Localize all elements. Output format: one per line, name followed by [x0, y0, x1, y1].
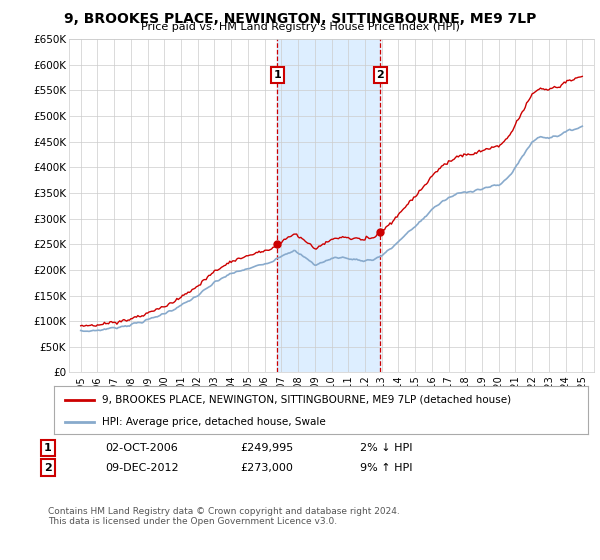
HPI: Average price, detached house, Swale: (2e+03, 7.99e+04): Average price, detached house, Swale: (2… [85, 328, 92, 335]
Text: 9% ↑ HPI: 9% ↑ HPI [360, 463, 413, 473]
Text: 1: 1 [44, 443, 52, 453]
Text: 1: 1 [273, 70, 281, 80]
Text: 02-OCT-2006: 02-OCT-2006 [105, 443, 178, 453]
Text: HPI: Average price, detached house, Swale: HPI: Average price, detached house, Swal… [102, 417, 326, 427]
Text: 9, BROOKES PLACE, NEWINGTON, SITTINGBOURNE, ME9 7LP: 9, BROOKES PLACE, NEWINGTON, SITTINGBOUR… [64, 12, 536, 26]
HPI: Average price, detached house, Swale: (2.01e+03, 2.32e+05): Average price, detached house, Swale: (2… [381, 250, 388, 256]
HPI: Average price, detached house, Swale: (2.01e+03, 2.2e+05): Average price, detached house, Swale: (2… [364, 256, 371, 263]
9, BROOKES PLACE, NEWINGTON, SITTINGBOURNE, ME9 7LP (detached house) [578, 73, 586, 80]
Text: Price paid vs. HM Land Registry's House Price Index (HPI): Price paid vs. HM Land Registry's House … [140, 22, 460, 32]
HPI: Average price, detached house, Swale: (2.01e+03, 2.5e+05): Average price, detached house, Swale: (2… [392, 241, 399, 248]
Text: 2% ↓ HPI: 2% ↓ HPI [360, 443, 413, 453]
HPI: Average price, detached house, Swale: (2e+03, 8.17e+04): Average price, detached house, Swale: (2… [77, 327, 85, 334]
HPI: Average price, detached house, Swale: (2e+03, 1.23e+05): Average price, detached house, Swale: (2… [172, 306, 179, 312]
Line: HPI: Average price, detached house, Swale: HPI: Average price, detached house, Swal… [81, 126, 582, 332]
9, BROOKES PLACE, NEWINGTON, SITTINGBOURNE, ME9 7LP (detached house) [92, 323, 100, 329]
Line: 9, BROOKES PLACE, NEWINGTON, SITTINGBOURNE, ME9 7LP (detached house): 9, BROOKES PLACE, NEWINGTON, SITTINGBOUR… [81, 76, 582, 326]
HPI: Average price, detached house, Swale: (2e+03, 8.17e+04): Average price, detached house, Swale: (2… [92, 327, 100, 334]
Text: 2: 2 [376, 70, 384, 80]
Bar [277, 39, 380, 372]
9, BROOKES PLACE, NEWINGTON, SITTINGBOURNE, ME9 7LP (detached house) [381, 227, 388, 234]
HPI: Average price, detached house, Swale: (2.02e+03, 4.22e+05): Average price, detached house, Swale: (2… [519, 153, 526, 160]
Text: 09-DEC-2012: 09-DEC-2012 [105, 463, 179, 473]
9, BROOKES PLACE, NEWINGTON, SITTINGBOURNE, ME9 7LP (detached house) [392, 214, 399, 221]
Text: Contains HM Land Registry data © Crown copyright and database right 2024.
This d: Contains HM Land Registry data © Crown c… [48, 507, 400, 526]
Text: 2: 2 [44, 463, 52, 473]
9, BROOKES PLACE, NEWINGTON, SITTINGBOURNE, ME9 7LP (detached house) [77, 323, 85, 329]
9, BROOKES PLACE, NEWINGTON, SITTINGBOURNE, ME9 7LP (detached house) [80, 323, 87, 329]
Text: £273,000: £273,000 [240, 463, 293, 473]
Text: 9, BROOKES PLACE, NEWINGTON, SITTINGBOURNE, ME9 7LP (detached house): 9, BROOKES PLACE, NEWINGTON, SITTINGBOUR… [102, 395, 511, 405]
Text: £249,995: £249,995 [240, 443, 293, 453]
9, BROOKES PLACE, NEWINGTON, SITTINGBOURNE, ME9 7LP (detached house) [519, 108, 526, 115]
9, BROOKES PLACE, NEWINGTON, SITTINGBOURNE, ME9 7LP (detached house) [364, 234, 371, 241]
HPI: Average price, detached house, Swale: (2.02e+03, 4.8e+05): Average price, detached house, Swale: (2… [578, 123, 586, 129]
9, BROOKES PLACE, NEWINGTON, SITTINGBOURNE, ME9 7LP (detached house) [172, 297, 179, 304]
